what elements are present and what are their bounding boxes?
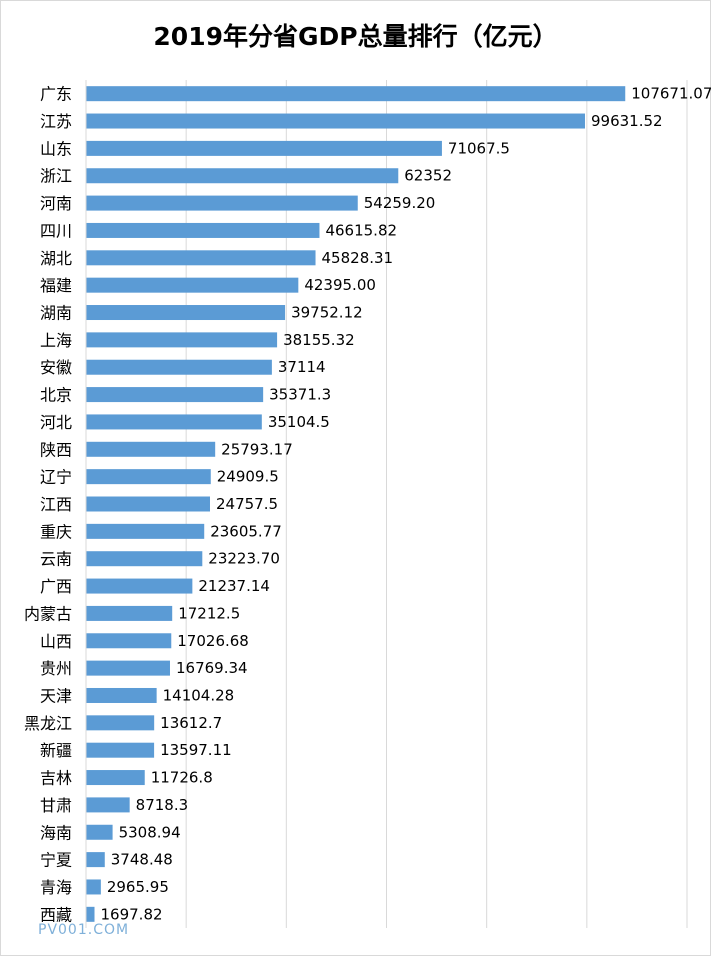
category-label: 广西 [40,577,72,596]
bar [86,633,172,649]
data-label: 14104.28 [163,686,235,704]
bar [86,496,210,512]
data-label: 11726.8 [151,769,213,787]
category-label: 河北 [40,413,72,432]
data-label: 42395.00 [304,276,376,294]
bar [86,770,145,786]
category-label: 贵州 [40,659,72,678]
bar [86,168,399,184]
bar [86,742,155,758]
category-label: 浙江 [40,167,72,186]
data-label: 13612.7 [160,714,222,732]
category-label: 广东 [40,85,72,104]
data-label: 38155.32 [283,331,355,349]
category-label: 西藏 [40,905,72,924]
category-label: 重庆 [40,522,72,541]
category-label: 陕西 [40,440,72,459]
category-label: 新疆 [40,741,72,760]
category-label: 海南 [40,823,72,842]
data-label: 13597.11 [160,741,232,759]
category-label: 天津 [40,686,72,705]
bar [86,660,170,676]
category-label: 四川 [40,221,72,240]
category-label: 辽宁 [40,468,72,487]
bar [86,387,264,403]
data-label: 24909.5 [217,468,279,486]
bar [86,332,278,348]
bar [86,523,205,539]
bar [86,578,193,594]
data-label: 2965.95 [107,878,169,896]
category-label: 内蒙古 [24,604,72,623]
data-label: 39752.12 [291,304,363,322]
data-label: 107671.07 [631,85,711,103]
category-label: 湖北 [40,249,72,268]
data-label: 21237.14 [198,577,270,595]
data-label: 99631.52 [591,112,663,130]
bar [86,797,130,813]
bar [86,113,585,129]
bar [86,277,299,293]
category-label: 山东 [40,139,72,158]
bar [86,250,316,266]
bar [86,469,211,485]
bar [86,195,358,211]
bar [86,879,101,895]
category-label: 黑龙江 [24,714,72,733]
data-label: 16769.34 [176,659,248,677]
category-label: 吉林 [40,769,72,788]
bar [86,852,105,868]
data-label: 71067.5 [448,139,510,157]
category-label: 河南 [40,194,72,213]
data-label: 23605.77 [210,522,282,540]
bar [86,441,216,457]
data-label: 46615.82 [325,221,397,239]
data-label: 62352 [404,167,452,185]
category-label: 福建 [40,276,72,295]
bar [86,687,157,703]
data-label: 17212.5 [178,604,240,622]
data-label: 8718.3 [136,796,189,814]
bar [86,305,286,321]
category-label: 宁夏 [40,851,72,870]
data-label: 1697.82 [101,905,163,923]
category-label: 北京 [40,386,72,405]
data-label: 5308.94 [119,823,181,841]
data-label: 54259.20 [364,194,436,212]
category-label: 云南 [40,550,72,569]
data-label: 23223.70 [208,550,280,568]
data-label: 35371.3 [269,386,331,404]
bar [86,715,155,731]
category-label: 青海 [40,878,72,897]
category-label: 上海 [40,331,72,350]
category-label: 安徽 [40,358,72,377]
chart-title: 2019年分省GDP总量排行（亿元） [153,22,558,51]
bar [86,140,442,156]
data-label: 37114 [278,358,326,376]
data-label: 45828.31 [322,249,394,267]
bar [86,414,262,430]
bar [86,551,203,567]
data-label: 3748.48 [111,851,173,869]
bar [86,605,173,621]
bar [86,86,626,102]
data-label: 35104.5 [268,413,330,431]
category-label: 江西 [40,495,72,514]
category-label: 甘肃 [40,796,72,815]
watermark-text: PV001.COM [38,922,130,938]
category-label: 山西 [40,632,72,651]
data-label: 25793.17 [221,440,293,458]
data-label: 17026.68 [177,632,249,650]
category-label: 江苏 [40,112,72,131]
bar [86,222,320,238]
data-label: 24757.5 [216,495,278,513]
bar [86,824,113,840]
bar [86,906,95,922]
bar [86,359,272,375]
category-label: 湖南 [40,304,72,323]
